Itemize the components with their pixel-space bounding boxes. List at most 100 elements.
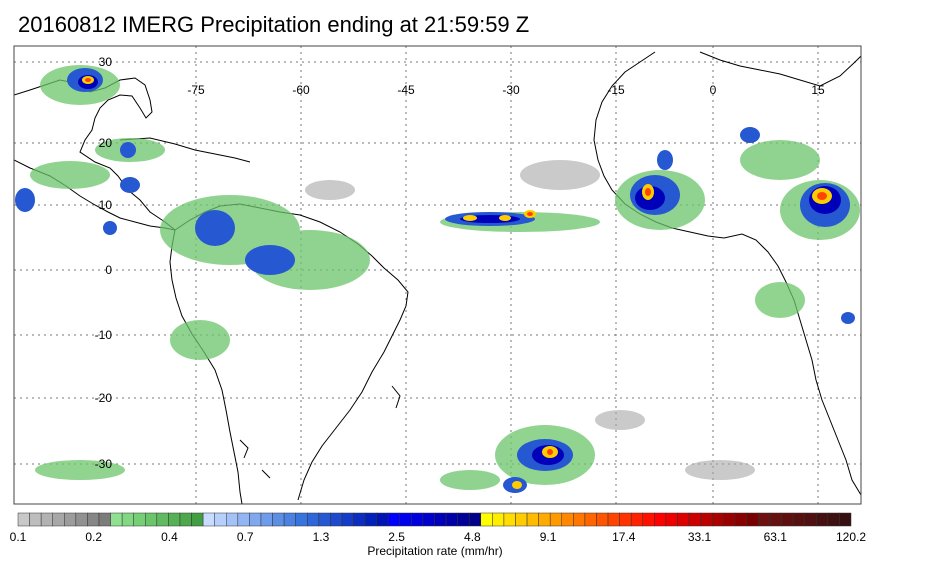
colorbar-swatch (711, 512, 724, 527)
colorbar-swatch (411, 512, 424, 527)
colorbar-swatch (249, 512, 262, 527)
colorbar-swatch (515, 512, 528, 527)
colorbar-tick-label: 17.4 (612, 530, 636, 544)
colorbar-swatch (839, 512, 852, 527)
coast-tierra-patches (239, 385, 401, 479)
map-title: 20160812 IMERG Precipitation ending at 2… (18, 12, 530, 37)
colorbar-swatch (816, 512, 829, 527)
colorbar (17, 512, 852, 527)
colorbar-swatch (52, 512, 65, 527)
colorbar-swatch (17, 512, 30, 527)
colorbar-swatch (168, 512, 181, 527)
colorbar-tick-label: 0.7 (237, 530, 254, 544)
lon-label: -15 (607, 83, 625, 97)
colorbar-tick-label: 0.1 (10, 530, 27, 544)
colorbar-swatch (29, 512, 42, 527)
lon-label: -30 (502, 83, 520, 97)
colorbar-tick-label: 1.3 (313, 530, 330, 544)
lon-label: -45 (397, 83, 415, 97)
colorbar-swatch (735, 512, 748, 527)
coast-africa (593, 51, 861, 496)
lat-label: -30 (95, 457, 113, 471)
colorbar-swatch (98, 512, 111, 527)
latitude-labels: 30 20 10 0 -10 -20 -30 (95, 55, 113, 471)
colorbar-swatch (665, 512, 678, 527)
lon-label: -75 (187, 83, 205, 97)
colorbar-swatch (283, 512, 296, 527)
colorbar-swatch (110, 512, 123, 527)
colorbar-swatch (781, 512, 794, 527)
colorbar-swatch (295, 512, 308, 527)
precipitation-cells (15, 65, 860, 493)
colorbar-swatch (260, 512, 273, 527)
colorbar-swatch (561, 512, 574, 527)
colorbar-tick-label: 63.1 (764, 530, 788, 544)
colorbar-swatch (330, 512, 343, 527)
lat-label: -20 (95, 391, 113, 405)
colorbar-tick-label: 33.1 (688, 530, 712, 544)
colorbar-swatch (306, 512, 320, 527)
colorbar-swatch (75, 512, 88, 527)
colorbar-swatch (688, 512, 701, 527)
colorbar-swatch (468, 512, 482, 527)
colorbar-swatch (792, 512, 805, 527)
colorbar-swatch (121, 512, 134, 527)
colorbar-swatch (341, 512, 354, 527)
colorbar-swatch (376, 512, 389, 527)
colorbar-swatch (607, 512, 620, 527)
coast-caribbean-islands (119, 137, 251, 163)
colorbar-swatch (677, 512, 690, 527)
colorbar-swatch (654, 512, 667, 527)
lat-label: 20 (99, 136, 113, 150)
colorbar-swatch (64, 512, 77, 527)
colorbar-swatch (549, 512, 563, 527)
colorbar-swatch (422, 512, 435, 527)
colorbar-swatch (353, 512, 366, 527)
lat-label: 10 (99, 198, 113, 212)
colorbar-swatch (746, 512, 759, 527)
colorbar-swatch (226, 512, 239, 527)
colorbar-swatch (492, 512, 505, 527)
colorbar-swatch (237, 512, 250, 527)
colorbar-tick-label: 0.2 (85, 530, 102, 544)
colorbar-swatch (145, 512, 158, 527)
colorbar-swatch (272, 512, 285, 527)
colorbar-swatch (318, 512, 331, 527)
colorbar-swatch (445, 512, 458, 527)
colorbar-swatch (434, 512, 447, 527)
colorbar-swatch (584, 512, 597, 527)
colorbar-label: Precipitation rate (mm/hr) (367, 544, 502, 558)
lon-label: 0 (710, 83, 717, 97)
colorbar-swatch (642, 512, 655, 527)
coastlines (14, 51, 861, 504)
colorbar-swatch (156, 512, 169, 527)
colorbar-tick-label: 9.1 (540, 530, 557, 544)
colorbar-swatch (457, 512, 470, 527)
colorbar-swatch (133, 512, 146, 527)
colorbar-swatch (480, 512, 493, 527)
colorbar-swatch (538, 512, 551, 527)
colorbar-tick-label: 2.5 (388, 530, 405, 544)
colorbar-swatch (526, 512, 539, 527)
graticule (14, 46, 861, 504)
lon-label: 15 (811, 83, 825, 97)
colorbar-swatch (769, 512, 782, 527)
colorbar-tick-labels: 0.1 0.2 0.4 0.7 1.3 2.5 4.8 9.1 17.4 33.1 63.1 120.… (10, 530, 867, 544)
longitude-labels: -75 -60 -45 -30 -15 0 15 (187, 83, 825, 97)
coast-europe (699, 51, 861, 87)
colorbar-tick-label: 0.4 (161, 530, 178, 544)
colorbar-swatch (503, 512, 516, 527)
colorbar-swatch (202, 512, 215, 527)
colorbar-swatch (573, 512, 586, 527)
colorbar-tick-label: 4.8 (464, 530, 481, 544)
colorbar-tick-label: 120.2 (836, 530, 866, 544)
colorbar-swatch (191, 512, 204, 527)
lon-label: -60 (292, 83, 310, 97)
lat-label: 0 (105, 263, 112, 277)
colorbar-swatch (827, 512, 840, 527)
colorbar-swatch (387, 512, 401, 527)
colorbar-swatch (723, 512, 736, 527)
lat-label: 30 (99, 55, 113, 69)
colorbar-swatch (619, 512, 632, 527)
colorbar-swatch (179, 512, 192, 527)
